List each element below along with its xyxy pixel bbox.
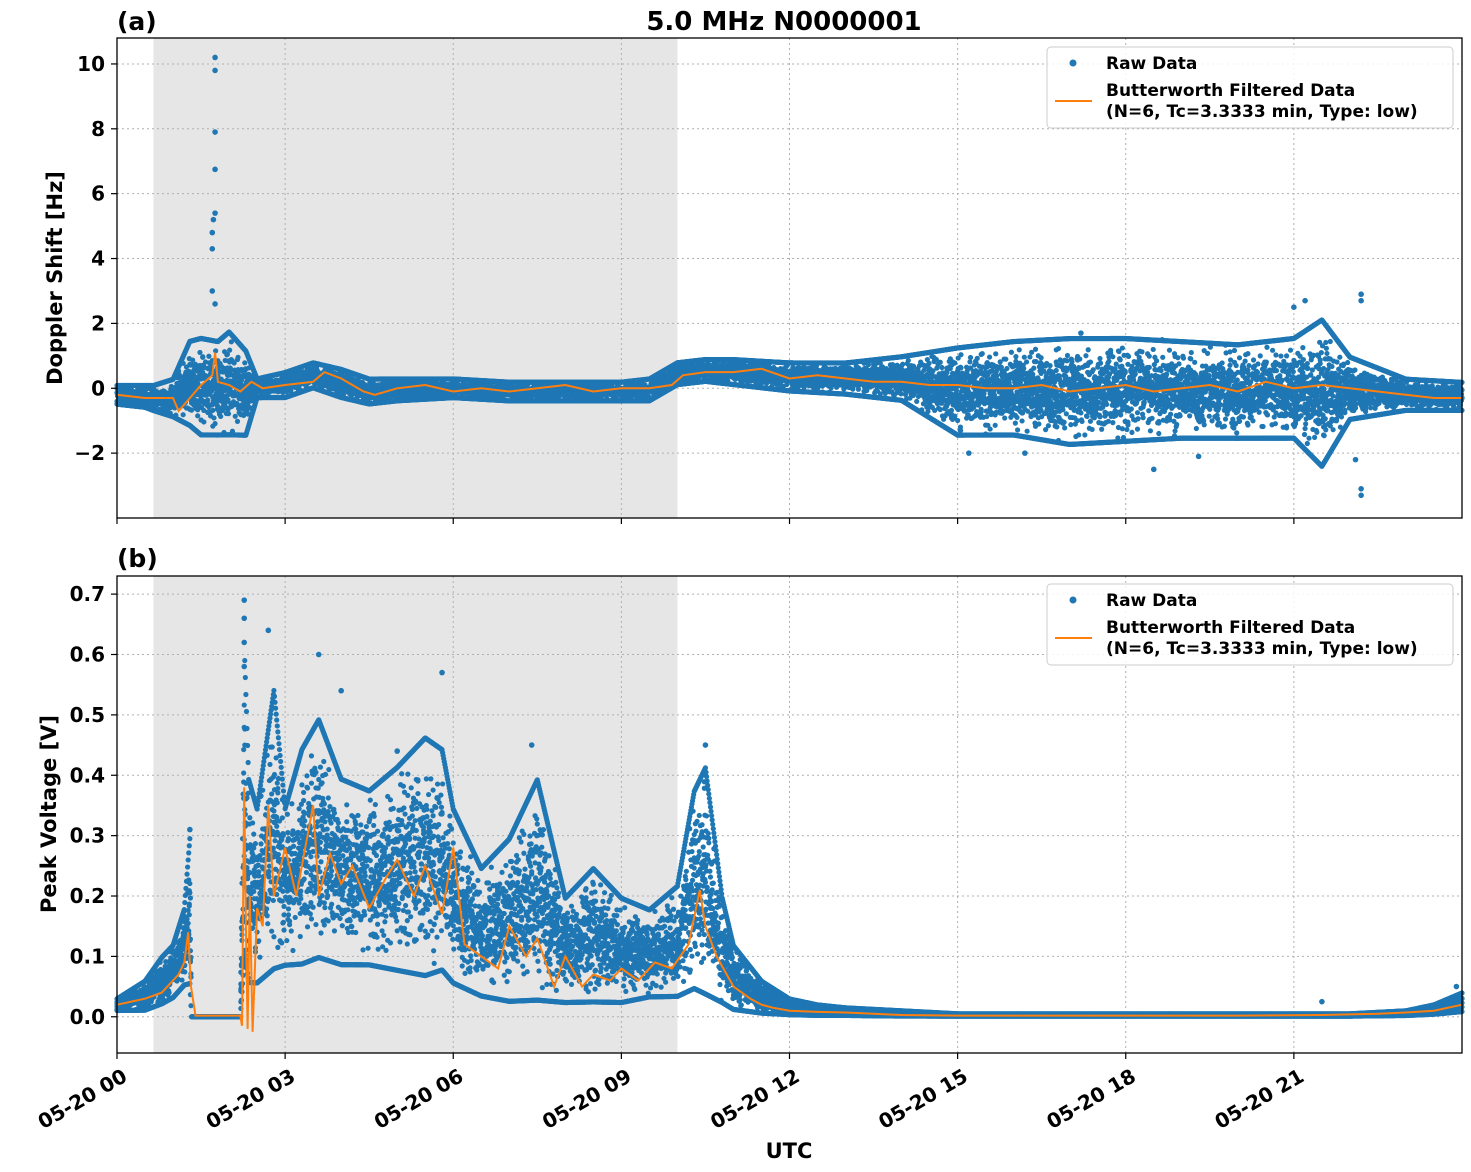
raw-data-point	[226, 411, 231, 416]
raw-data-point	[195, 413, 200, 418]
chart-title: 5.0 MHz N0000001	[646, 7, 921, 37]
raw-data-point	[235, 419, 240, 424]
raw-data-point	[181, 412, 186, 417]
raw-data-point	[197, 350, 202, 355]
panel-a-night-shade	[153, 38, 677, 518]
raw-data-point	[211, 415, 216, 420]
raw-data-point	[200, 354, 205, 359]
raw-data-point	[210, 408, 215, 413]
raw-data-point	[235, 355, 240, 360]
raw-data-point	[227, 348, 232, 353]
raw-data-point	[233, 414, 238, 419]
raw-data-point	[205, 398, 210, 403]
raw-data-point	[218, 414, 223, 419]
raw-data-point	[189, 408, 194, 413]
raw-data-point	[212, 421, 217, 426]
raw-data-point	[206, 354, 211, 359]
raw-data-point	[242, 360, 247, 365]
raw-data-point	[201, 419, 206, 424]
